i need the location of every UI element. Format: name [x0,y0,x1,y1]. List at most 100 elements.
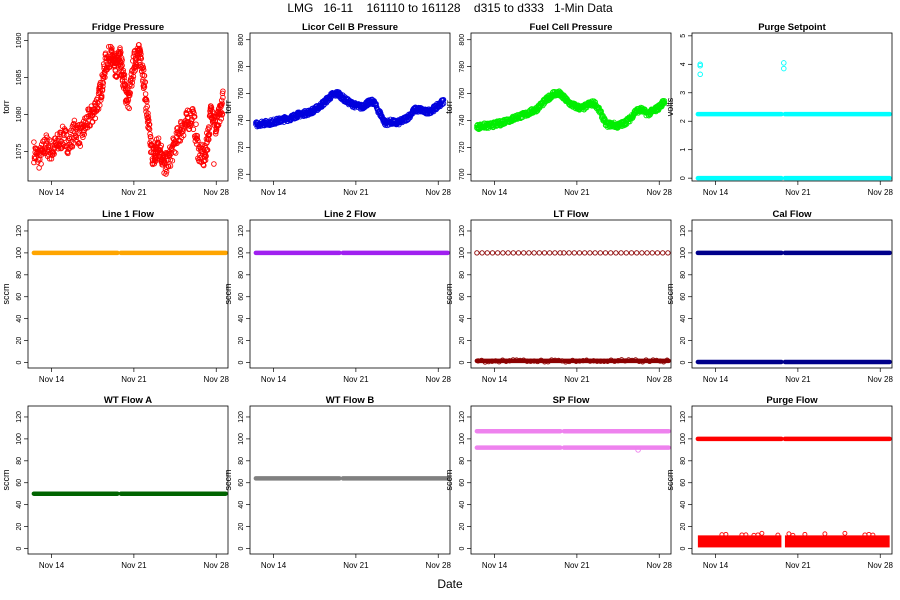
y-tick-label: 40 [680,315,687,323]
y-tick-label: 40 [680,501,687,509]
y-tick-label: 100 [16,247,23,259]
noise-point [743,532,749,538]
x-tick-label: Nov 21 [564,188,590,197]
data-point [489,358,495,364]
y-tick-label: 760 [238,88,245,100]
y-tick-label: 0 [16,546,23,550]
y-tick-label: 0 [16,360,23,364]
data-point [142,91,149,97]
y-tick-label: 780 [238,61,245,73]
data-point [440,96,447,103]
data-point [140,64,147,71]
y-tick-label: 100 [238,247,245,259]
data-point [495,250,501,256]
data-point [594,358,600,364]
data-point [604,358,611,364]
y-tick-label: 20 [238,337,245,345]
panel-title: Fridge Pressure [92,22,164,33]
y-tick-label: 0 [680,360,687,364]
data-point [146,125,152,132]
data-point [541,359,548,365]
plot-frame [249,405,451,555]
data-point [163,171,169,177]
y-tick-label: 20 [680,523,687,531]
noise-point [870,532,876,538]
y-axis-label: volts [665,97,675,116]
y-tick-label: 20 [238,523,245,531]
y-tick-label: 100 [680,433,687,445]
data-point [195,138,201,144]
data-point [608,357,614,363]
data-point [500,250,506,256]
data-point [48,138,54,144]
data-point [653,357,660,364]
data-layer [695,250,892,365]
panel-line-2-flow: Line 2 Flow 0 20 40 60 80 100 120 sccm Nov 14 Nov … [223,209,451,384]
x-tick-label: Nov 14 [261,375,287,384]
y-tick-label: 80 [680,457,687,465]
data-point [57,130,64,136]
y-axis-label: sccm [444,284,454,305]
data-layer [474,428,671,453]
y-tick-label: 40 [238,315,245,323]
data-point [172,150,179,156]
data-point [98,92,105,99]
y-tick-label: 60 [459,293,466,301]
data-point [122,78,128,84]
data-point [145,110,151,117]
data-point [571,250,577,256]
plot-frame [691,32,893,182]
y-tick-label: 20 [680,337,687,345]
y-tick-label: 0 [459,360,466,364]
y-axis-label: torr [1,100,11,114]
data-point [580,357,586,364]
data-point [664,357,670,363]
x-tick-label: Nov 14 [703,188,729,197]
data-point [552,357,558,363]
data-point [639,250,645,256]
y-tick-label: 0 [680,546,687,550]
data-point [129,79,136,86]
data-band [784,535,890,548]
data-point [84,122,91,128]
data-point [146,121,153,128]
data-point [592,250,598,256]
y-tick-label: 800 [238,34,245,46]
data-point [180,132,187,139]
data-point [89,119,96,125]
outlier-point [635,447,641,453]
data-point [140,67,147,73]
data-point [573,358,579,364]
y-tick-label: 1075 [16,144,23,160]
x-tick-label: Nov 28 [204,561,230,570]
data-point [158,142,165,149]
data-point [194,132,201,139]
x-tick-label: Nov 14 [261,188,287,197]
outlier-point [697,62,703,69]
x-axis-label: Date [437,577,463,591]
data-point [155,135,162,141]
data-point [63,132,70,138]
data-point [503,358,509,364]
y-axis-label: sccm [223,470,233,491]
y-tick-label: 780 [459,61,466,73]
data-point [485,358,492,365]
data-point [440,100,447,107]
panel-cal-flow: Cal Flow 0 20 40 60 80 100 120 sccm Nov 14 Nov 21 N… [665,209,893,384]
data-point [561,250,567,256]
data-point [147,133,154,140]
x-tick-label: Nov 14 [482,561,508,570]
data-point [206,125,212,131]
data-point [51,151,57,157]
y-tick-label: 100 [238,433,245,445]
data-point [127,90,133,96]
y-tick-label: 60 [16,479,23,487]
data-point [141,72,148,79]
data-point [534,358,541,365]
data-point [541,250,548,256]
panel-sp-flow: SP Flow 0 20 40 60 80 100 120 sccm Nov 14 Nov 21 No… [444,395,672,570]
y-tick-label: 40 [16,315,23,323]
x-tick-label: Nov 21 [121,188,147,197]
y-axis-label: sccm [1,284,11,305]
y-tick-label: 3 [680,91,687,95]
